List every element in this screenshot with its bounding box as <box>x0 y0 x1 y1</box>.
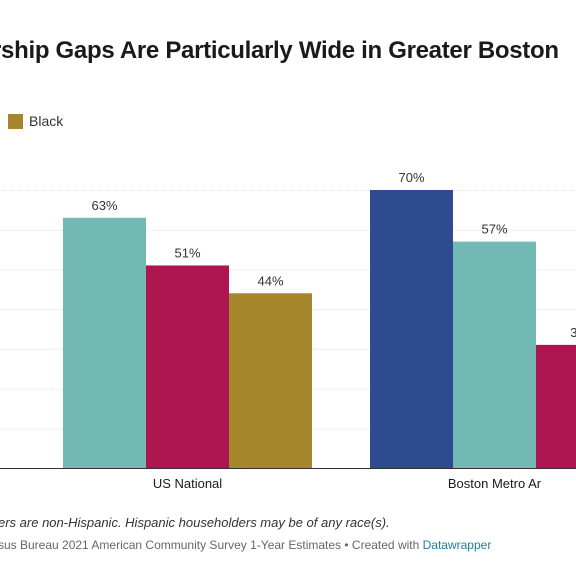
bar-0-2 <box>146 265 229 468</box>
data-label-1-0: 70% <box>398 170 424 185</box>
data-label-1-2: 31 <box>570 325 576 340</box>
legend-swatch-black <box>8 113 23 129</box>
datawrapper-link[interactable]: Datawrapper <box>422 538 492 552</box>
bar-0-3 <box>229 293 312 468</box>
source-text: sus Bureau 2021 American Community Surve… <box>0 538 423 552</box>
data-label-0-3: 44% <box>257 273 283 288</box>
data-label-0-2: 51% <box>174 245 200 260</box>
bar-1-1 <box>453 241 536 468</box>
source-line: sus Bureau 2021 American Community Surve… <box>0 538 491 552</box>
bar-0-1 <box>63 217 146 468</box>
bar-1-0 <box>370 190 453 468</box>
bar-1-2 <box>536 344 576 468</box>
bar-chart: 63% 51% 44% US National 70% 57% 31 Boston Metro… <box>0 170 576 491</box>
footnote: ers are non-Hispanic. Hispanic household… <box>0 515 390 530</box>
chart-title: rship Gaps Are Particularly Wide in Grea… <box>0 37 559 64</box>
data-label-0-1: 63% <box>91 198 117 213</box>
category-label-0: US National <box>153 476 222 491</box>
legend: Black <box>8 113 63 129</box>
category-label-1: Boston Metro Ar <box>448 476 542 491</box>
data-label-1-1: 57% <box>481 222 507 237</box>
legend-label-black: Black <box>29 113 64 129</box>
